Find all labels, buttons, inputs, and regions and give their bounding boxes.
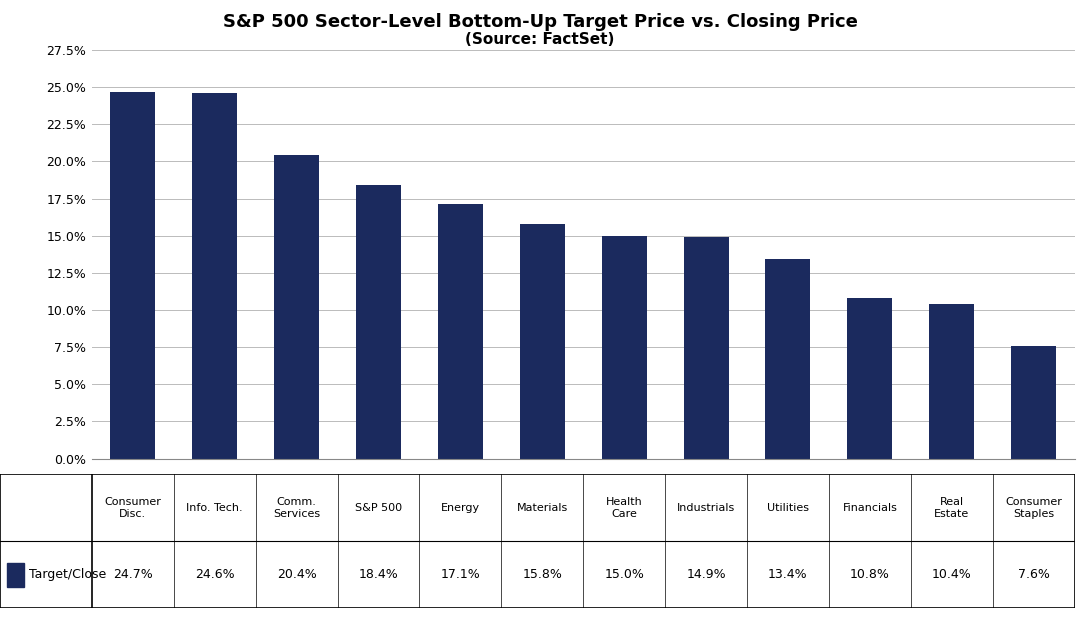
Bar: [192, 93, 238, 459]
Bar: [929, 304, 974, 459]
Text: 7.6%: 7.6%: [1017, 568, 1050, 582]
Bar: [848, 298, 892, 459]
Text: 10.4%: 10.4%: [932, 568, 972, 582]
Text: 18.4%: 18.4%: [359, 568, 399, 582]
Text: 15.0%: 15.0%: [604, 568, 644, 582]
Text: 13.4%: 13.4%: [768, 568, 808, 582]
Text: Energy: Energy: [441, 503, 480, 513]
Text: Financials: Financials: [842, 503, 897, 513]
Bar: [519, 224, 565, 459]
Text: Health
Care: Health Care: [606, 497, 643, 519]
Bar: [684, 237, 729, 459]
Text: Consumer
Disc.: Consumer Disc.: [105, 497, 161, 519]
Text: Info. Tech.: Info. Tech.: [187, 503, 243, 513]
Text: Real
Estate: Real Estate: [934, 497, 970, 519]
Bar: [110, 92, 156, 459]
Bar: [602, 236, 647, 459]
Bar: [766, 260, 810, 459]
Text: Comm.
Services: Comm. Services: [273, 497, 320, 519]
Text: 24.7%: 24.7%: [113, 568, 152, 582]
Text: Materials: Materials: [516, 503, 568, 513]
Bar: [274, 155, 319, 459]
Text: 24.6%: 24.6%: [194, 568, 234, 582]
Bar: [1011, 346, 1056, 459]
Bar: [437, 205, 483, 459]
Text: (Source: FactSet): (Source: FactSet): [465, 32, 615, 47]
Text: S&P 500 Sector-Level Bottom-Up Target Price vs. Closing Price: S&P 500 Sector-Level Bottom-Up Target Pr…: [222, 13, 858, 31]
Text: 20.4%: 20.4%: [276, 568, 316, 582]
Bar: [356, 185, 401, 459]
Bar: [8, 563, 24, 587]
Text: Consumer
Staples: Consumer Staples: [1005, 497, 1062, 519]
Text: S&P 500: S&P 500: [355, 503, 402, 513]
Text: 17.1%: 17.1%: [441, 568, 481, 582]
Text: Utilities: Utilities: [767, 503, 809, 513]
Text: 14.9%: 14.9%: [686, 568, 726, 582]
Text: Target/Close: Target/Close: [29, 568, 107, 582]
Text: 15.8%: 15.8%: [523, 568, 563, 582]
Text: Industrials: Industrials: [677, 503, 735, 513]
Text: 10.8%: 10.8%: [850, 568, 890, 582]
